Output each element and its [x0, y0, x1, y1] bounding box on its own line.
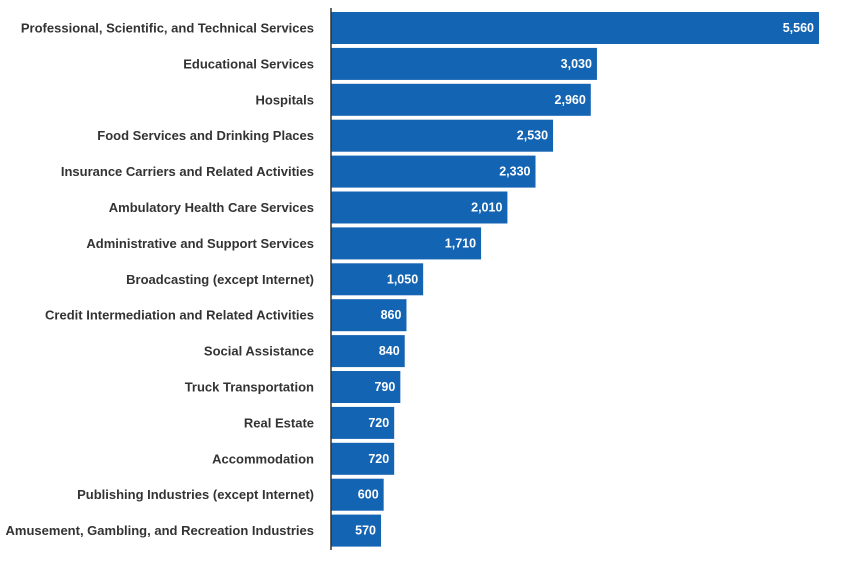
bar: [331, 191, 508, 224]
value-label: 5,560: [783, 21, 814, 35]
bar: [331, 514, 382, 547]
bar: [331, 263, 424, 296]
bar: [331, 478, 384, 511]
category-label: Ambulatory Health Care Services: [109, 200, 314, 215]
category-label: Food Services and Drinking Places: [97, 128, 314, 143]
category-label: Publishing Industries (except Internet): [77, 487, 314, 502]
bar: [331, 371, 401, 403]
value-label: 720: [368, 416, 389, 430]
bars-group: [331, 12, 819, 547]
bar: [331, 83, 591, 116]
value-label: 3,030: [561, 57, 592, 71]
category-label: Professional, Scientific, and Technical …: [21, 21, 314, 36]
bar: [331, 335, 405, 368]
category-labels: Professional, Scientific, and Technical …: [6, 21, 315, 539]
category-label: Real Estate: [244, 415, 314, 430]
category-label: Amusement, Gambling, and Recreation Indu…: [6, 523, 314, 538]
category-label: Broadcasting (except Internet): [126, 272, 314, 287]
value-label: 1,050: [387, 272, 418, 286]
value-label: 2,960: [555, 93, 586, 107]
category-label: Administrative and Support Services: [86, 236, 314, 251]
value-label: 790: [374, 380, 395, 394]
bar: [331, 227, 482, 260]
value-label: 570: [355, 524, 376, 538]
category-label: Hospitals: [255, 92, 314, 107]
value-label: 720: [368, 452, 389, 466]
category-label: Credit Intermediation and Related Activi…: [45, 308, 314, 323]
value-label: 860: [381, 308, 402, 322]
value-label: 2,010: [471, 201, 502, 215]
bar: [331, 442, 395, 475]
bar: [331, 299, 407, 332]
bar: [331, 155, 536, 188]
bar: [331, 47, 597, 80]
bar: [331, 12, 819, 44]
value-label: 600: [358, 488, 379, 502]
category-label: Insurance Carriers and Related Activitie…: [61, 164, 314, 179]
bar: [331, 119, 554, 152]
value-label: 2,330: [499, 165, 530, 179]
value-label: 840: [379, 344, 400, 358]
category-label: Social Assistance: [204, 344, 314, 359]
category-label: Accommodation: [212, 451, 314, 466]
category-label: Educational Services: [183, 56, 314, 71]
category-label: Truck Transportation: [185, 380, 314, 395]
value-label: 2,530: [517, 129, 548, 143]
value-label: 1,710: [445, 236, 476, 250]
value-labels: 5,560 3,030 2,960 2,530 2,330 2,010 1,710 1,050…: [355, 21, 814, 538]
bar: [331, 406, 395, 439]
